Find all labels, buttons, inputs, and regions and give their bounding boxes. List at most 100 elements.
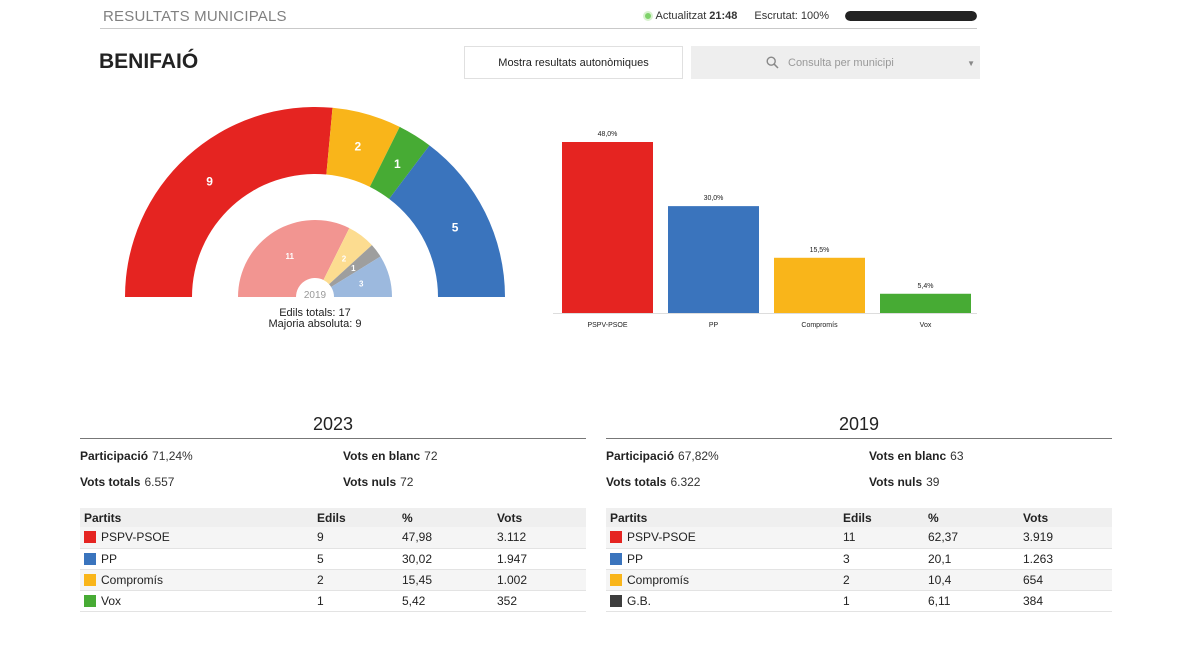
updated-label: Actualitzat xyxy=(655,10,707,22)
table-row: G.B. 1 6,11 384 xyxy=(606,590,1112,612)
bar-value-label: 30,0% xyxy=(704,195,724,202)
party-color-swatch xyxy=(610,531,622,544)
bar-category-label: PSPV-PSOE xyxy=(587,322,627,329)
seats-2019-year-label: 2019 xyxy=(304,290,327,301)
bar-Compromís xyxy=(774,257,865,313)
votes-cell: 1.002 xyxy=(493,569,586,591)
seats-2023-seat-label: 1 xyxy=(394,157,401,171)
percent-cell: 15,45 xyxy=(398,569,493,591)
seats-2019-segment-PSPV-PSOE xyxy=(238,220,350,297)
null-votes-2019: Vots nuls 39 xyxy=(869,475,940,489)
scrutiny-text: Escrutat: 100% xyxy=(754,10,829,22)
column-header: Vots xyxy=(1019,508,1112,527)
total-votes-2019: Vots totals 6.322 xyxy=(606,475,701,489)
party-cell: PP xyxy=(606,548,839,570)
search-icon xyxy=(766,56,779,69)
percent-cell: 20,1 xyxy=(924,548,1019,570)
column-header: % xyxy=(924,508,1019,527)
bar-category-label: Vox xyxy=(920,322,932,329)
table-row: Compromís 2 10,4 654 xyxy=(606,569,1112,591)
bar-value-label: 15,5% xyxy=(810,247,830,254)
page-title: RESULTATS MUNICIPALS xyxy=(103,8,287,25)
party-color-swatch xyxy=(610,552,622,565)
seats-2023-segment-PSPV-PSOE xyxy=(125,107,333,298)
bar-value-label: 5,4% xyxy=(918,283,934,290)
results-table-2019: Partits Edils% Vots PSPV-PSOE 11 62,37 3.919 PP… xyxy=(606,508,1112,612)
bar-PSPV-PSOE xyxy=(562,142,653,313)
results-table-2023: Partits Edils% Vots PSPV-PSOE 9 47,98 3.112 PP 5… xyxy=(80,508,586,612)
status-bar: Actualitzat 21:48 Escrutat: 100% xyxy=(642,10,977,22)
seats-2023-segment-Vox xyxy=(369,126,430,199)
search-placeholder: Consulta per municipi xyxy=(788,56,894,69)
votes-cell: 3.112 xyxy=(493,527,586,549)
vote-share-bar-chart: 48,0% PSPV-PSOE 30,0% PP 15,5% Compromís 5,4% V… xyxy=(553,131,977,329)
seats-2019-seat-label: 11 xyxy=(285,252,294,261)
seats-2019-segment-Compromís xyxy=(323,228,372,285)
table-row: Compromís 2 15,45 1.002 xyxy=(80,569,586,591)
seats-2023-seat-label: 9 xyxy=(206,175,213,189)
table-row: PP 5 30,02 1.947 xyxy=(80,548,586,570)
total-seats-label: Edils totals: 17 xyxy=(279,307,351,319)
absolute-majority-label: Majoria absoluta: 9 xyxy=(268,318,362,330)
table-row: Vox 1 5,42 352 xyxy=(80,590,586,612)
percent-cell: 5,42 xyxy=(398,590,493,612)
votes-cell: 1.947 xyxy=(493,548,586,570)
bar-category-label: PP xyxy=(709,322,719,329)
seats-2019-seat-label: 2 xyxy=(342,254,347,263)
seats-cell: 11 xyxy=(839,527,924,549)
percent-cell: 30,02 xyxy=(398,548,493,570)
percent-cell: 62,37 xyxy=(924,527,1019,549)
votes-cell: 352 xyxy=(493,590,586,612)
seats-2019-seat-label: 1 xyxy=(351,264,356,273)
blank-votes-2023: Vots en blanc 72 xyxy=(343,449,438,463)
participation-2019: Participació 67,82% xyxy=(606,449,719,463)
votes-cell: 1.263 xyxy=(1019,548,1112,570)
null-votes-2023: Vots nuls 72 xyxy=(343,475,414,489)
scrutiny-progress-fill xyxy=(845,11,977,21)
seats-cell: 2 xyxy=(313,569,398,591)
party-cell: Compromís xyxy=(606,569,839,591)
municipality-search-dropdown[interactable]: Consulta per municipi ▼ xyxy=(691,46,980,79)
bar-Vox xyxy=(880,293,971,313)
table-header-row: Partits Edils% Vots xyxy=(80,508,586,527)
seats-2019-segment-G.B. xyxy=(329,245,381,287)
column-header: Edils xyxy=(839,508,924,527)
table-header-row: Partits Edils% Vots xyxy=(606,508,1112,527)
party-cell: Vox xyxy=(80,590,313,612)
show-autonomic-results-button[interactable]: Mostra resultats autonòmiques xyxy=(464,46,683,79)
party-color-swatch xyxy=(84,573,96,586)
year-heading-2019: 2019 xyxy=(606,414,1112,439)
caret-down-icon: ▼ xyxy=(967,59,975,68)
bar-category-label: Compromís xyxy=(801,322,838,329)
seats-2023-segment-PP xyxy=(389,145,506,297)
party-cell: G.B. xyxy=(606,590,839,612)
party-color-swatch xyxy=(610,594,622,607)
top-bar: RESULTATS MUNICIPALS Actualitzat 21:48 E… xyxy=(100,7,977,29)
seats-cell: 1 xyxy=(839,590,924,612)
seats-cell: 3 xyxy=(839,548,924,570)
seats-cell: 1 xyxy=(313,590,398,612)
blank-votes-2019: Vots en blanc 63 xyxy=(869,449,964,463)
party-cell: Compromís xyxy=(80,569,313,591)
party-color-swatch xyxy=(610,573,622,586)
table-row: PSPV-PSOE 11 62,37 3.919 xyxy=(606,527,1112,549)
seats-cell: 9 xyxy=(313,527,398,549)
seats-2019-segment-PP xyxy=(331,256,392,297)
seats-2023-seat-label: 5 xyxy=(452,220,459,234)
year-heading-2023: 2023 xyxy=(80,414,586,439)
party-color-swatch xyxy=(84,594,96,607)
seats-2023-segment-Compromís xyxy=(326,107,400,187)
column-header: Edils xyxy=(313,508,398,527)
bar-PP xyxy=(668,206,759,313)
percent-cell: 6,11 xyxy=(924,590,1019,612)
bar-value-label: 48,0% xyxy=(598,131,618,138)
seats-cell: 5 xyxy=(313,548,398,570)
seats-cell: 2 xyxy=(839,569,924,591)
percent-cell: 47,98 xyxy=(398,527,493,549)
party-cell: PSPV-PSOE xyxy=(606,527,839,549)
table-row: PP 3 20,1 1.263 xyxy=(606,548,1112,570)
column-header: Vots xyxy=(493,508,586,527)
table-row: PSPV-PSOE 9 47,98 3.112 xyxy=(80,527,586,549)
party-color-swatch xyxy=(84,552,96,565)
